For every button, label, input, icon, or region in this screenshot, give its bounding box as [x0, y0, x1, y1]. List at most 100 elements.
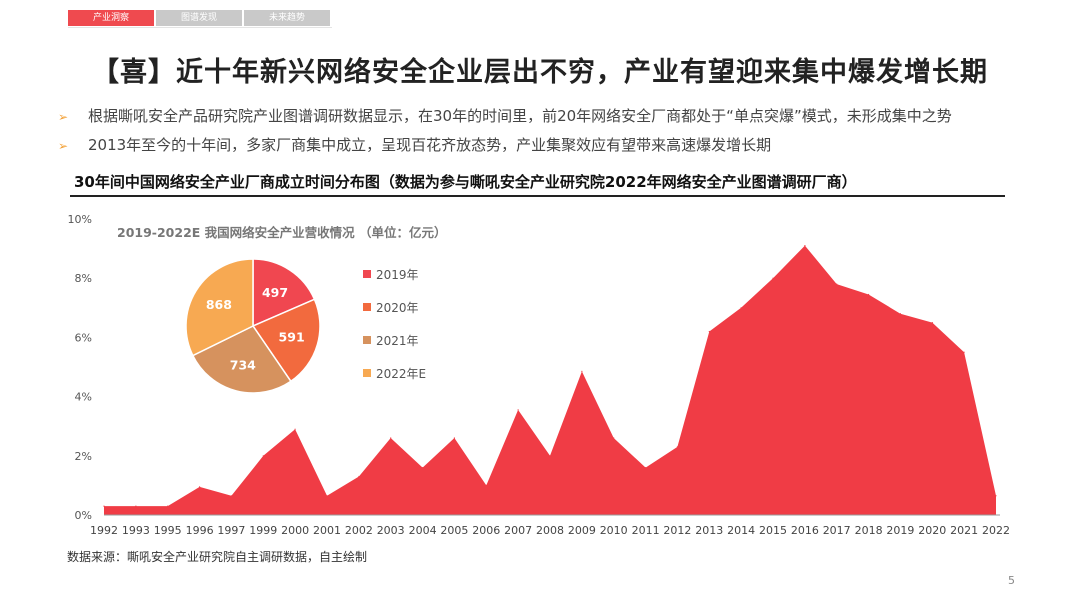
pie-slice-label: 868	[206, 297, 232, 312]
data-point	[390, 437, 392, 439]
data-point	[549, 455, 551, 457]
legend-swatch	[363, 336, 371, 344]
data-point	[581, 370, 583, 372]
data-point	[836, 283, 838, 285]
pie-chart-title: 2019-2022E 我国网络安全产业营收情况 （单位：亿元）	[117, 225, 447, 240]
x-tick-label: 2004	[409, 524, 437, 537]
data-point	[899, 313, 902, 315]
tab-industry-insight[interactable]: 产业洞察	[68, 10, 154, 26]
legend-item: 2021年	[363, 332, 426, 365]
x-tick-label: 2002	[345, 524, 373, 537]
legend-swatch	[363, 270, 371, 278]
x-tick-label: 2013	[695, 524, 723, 537]
data-point	[676, 446, 679, 448]
data-point	[167, 505, 169, 507]
x-tick-label: 1995	[154, 524, 182, 537]
data-point	[199, 486, 201, 488]
pie-slice	[185, 258, 254, 357]
data-point	[708, 330, 710, 333]
legend-label: 2021年	[376, 334, 419, 348]
pie-slice-label: 734	[230, 357, 256, 372]
chart-title: 30年间中国网络安全产业厂商成立时间分布图（数据为参与嘶吼安全产业研究院2022…	[74, 173, 857, 191]
x-tick-label: 2018	[855, 524, 883, 537]
data-point	[740, 307, 742, 309]
bullet-text: 根据嘶吼安全产品研究院产业图谱调研数据显示，在30年的时间里，前20年网络安全厂…	[88, 107, 952, 125]
data-point	[804, 245, 806, 247]
legend-label: 2019年	[376, 268, 419, 282]
data-point	[294, 428, 296, 430]
x-tick-label: 1996	[186, 524, 214, 537]
pie-slice-label: 497	[262, 285, 288, 300]
pie-legend: 2019年 2020年 2021年 2022年E	[363, 266, 426, 398]
y-tick-label: 10%	[68, 213, 92, 226]
bullet-list: ➢ 根据嘶吼安全产品研究院产业图谱调研数据显示，在30年的时间里，前20年网络安全…	[58, 104, 952, 162]
pie-slice-label: 591	[279, 330, 305, 345]
pie-slice	[252, 258, 316, 328]
x-tick-label: 2006	[472, 524, 500, 537]
data-point	[422, 467, 424, 469]
x-tick-label: 2007	[504, 524, 532, 537]
y-tick-label: 4%	[75, 391, 92, 404]
data-point	[326, 495, 328, 497]
y-tick-label: 2%	[75, 450, 92, 463]
legend-label: 2022年E	[376, 367, 427, 381]
legend-item: 2020年	[363, 299, 426, 332]
x-tick-label: 2020	[918, 524, 946, 537]
data-point	[135, 505, 137, 507]
legend-label: 2020年	[376, 301, 419, 315]
chart-title-divider	[70, 195, 1005, 197]
x-tick-label: 2008	[536, 524, 564, 537]
y-tick-label: 0%	[75, 509, 92, 522]
data-point	[645, 467, 647, 469]
data-point	[485, 484, 487, 486]
bullet-text: 2013年至今的十年间，多家厂商集中成立，呈现百花齐放态势，产业集聚效应有望带来…	[88, 136, 772, 154]
tab-future-trends[interactable]: 未来趋势	[244, 10, 330, 26]
tab-bar: 产业洞察 图谱发现 未来趋势	[68, 10, 330, 26]
x-tick-label: 2016	[791, 524, 819, 537]
x-tick-label: 2014	[727, 524, 755, 537]
data-point	[453, 437, 455, 439]
data-point	[230, 495, 232, 497]
x-tick-label: 2009	[568, 524, 596, 537]
legend-item: 2019年	[363, 266, 426, 299]
pie-slice	[251, 298, 321, 383]
x-tick-label: 2021	[950, 524, 978, 537]
page-title: 【喜】近十年新兴网络安全企业层出不穷，产业有望迎来集中爆发增长期	[92, 57, 988, 88]
data-point	[931, 322, 933, 324]
data-point	[103, 505, 105, 507]
data-point	[358, 475, 360, 478]
x-tick-label: 2019	[886, 524, 914, 537]
x-tick-label: 2010	[600, 524, 628, 537]
pie-slice	[191, 325, 292, 394]
x-tick-label: 2012	[663, 524, 691, 537]
bullet-item: ➢ 2013年至今的十年间，多家厂商集中成立，呈现百花齐放态势，产业集聚效应有望带…	[58, 133, 952, 162]
x-tick-label: 2011	[632, 524, 660, 537]
tab-divider	[68, 27, 332, 28]
arrow-icon: ➢	[58, 110, 69, 124]
tab-map-findings[interactable]: 图谱发现	[156, 10, 242, 26]
x-tick-label: 2001	[313, 524, 341, 537]
x-tick-label: 2003	[377, 524, 405, 537]
x-tick-label: 2015	[759, 524, 787, 537]
x-tick-label: 2022	[982, 524, 1010, 537]
y-tick-label: 6%	[75, 331, 92, 344]
x-tick-label: 1997	[217, 524, 245, 537]
bullet-item: ➢ 根据嘶吼安全产品研究院产业图谱调研数据显示，在30年的时间里，前20年网络安全…	[58, 104, 952, 133]
data-point	[517, 409, 519, 411]
data-point	[262, 455, 264, 457]
x-tick-label: 1993	[122, 524, 150, 537]
legend-swatch	[363, 303, 371, 311]
page-number: 5	[1008, 574, 1015, 587]
area-series	[104, 245, 996, 515]
y-tick-label: 8%	[75, 272, 92, 285]
legend-swatch	[363, 369, 371, 377]
data-point	[868, 293, 870, 296]
data-source: 数据来源：嘶吼安全产业研究院自主调研数据，自主绘制	[67, 550, 368, 564]
x-tick-label: 1992	[90, 524, 118, 537]
x-tick-label: 2000	[281, 524, 309, 537]
data-point	[995, 495, 997, 497]
x-tick-label: 1999	[249, 524, 277, 537]
x-tick-label: 2017	[823, 524, 851, 537]
legend-item: 2022年E	[363, 365, 426, 398]
